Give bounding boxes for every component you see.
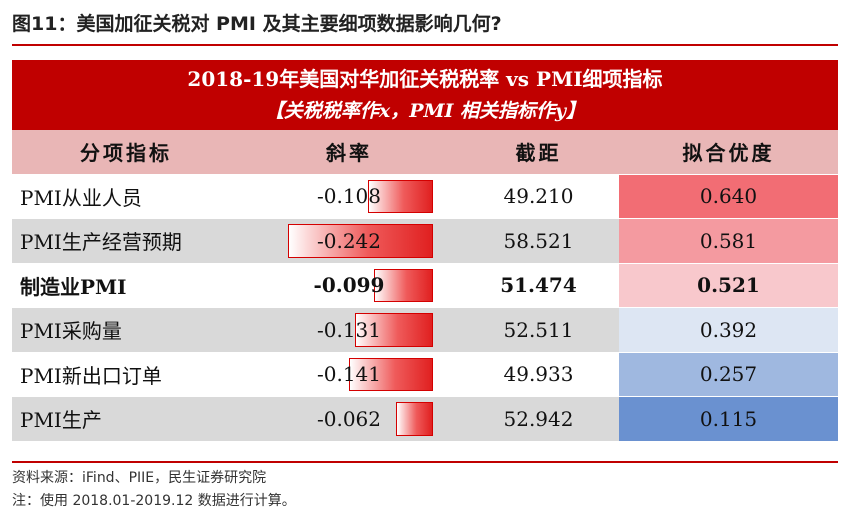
table-header-row: 分项指标 斜率 截距 拟合优度 [12,130,838,175]
row-slope-value: -0.141 [316,362,381,387]
slope-data-bar [348,357,433,391]
row-slope-value: -0.131 [316,317,381,342]
slope-data-bar [354,313,433,347]
row-fit: 0.115 [619,396,838,442]
row-indicator-name: PMI采购量 [12,307,240,353]
banner-title: 2018-19年美国对华加征关税税率 vs PMI细项指标 [187,67,663,91]
row-fit: 0.392 [619,307,838,353]
row-intercept: 52.511 [458,307,619,353]
table-row: PMI从业人员 -0.108 49.210 0.640 [12,174,838,219]
slope-data-bar [288,224,433,258]
footnote: 注：使用 2018.01-2019.12 数据进行计算。 [12,493,296,509]
regression-table: 分项指标 斜率 截距 拟合优度 PMI从业人员 -0.108 49.210 0.640… [12,130,838,442]
slope-data-bar [373,268,433,302]
table-row: PMI生产经营预期 -0.242 58.521 0.581 [12,218,838,264]
table-banner: 2018-19年美国对华加征关税税率 vs PMI细项指标 【关税税率作x，PM… [12,60,838,130]
table-row: PMI生产 -0.062 52.942 0.115 [12,396,838,442]
row-slope-value: -0.108 [316,184,381,209]
row-slope-cell: -0.141 [240,352,458,397]
table-row: PMI新出口订单 -0.141 49.933 0.257 [12,352,838,397]
row-slope-value: -0.062 [316,406,381,431]
table-row: 制造业PMI -0.099 51.474 0.521 [12,263,838,308]
header-indicator: 分项指标 [12,130,240,175]
row-fit: 0.257 [619,352,838,397]
row-intercept: 49.210 [458,174,619,219]
row-slope-cell: -0.242 [240,218,458,264]
row-indicator-name: PMI生产经营预期 [12,218,240,264]
row-slope-cell: -0.062 [240,396,458,442]
table-row: PMI采购量 -0.131 52.511 0.392 [12,307,838,353]
row-fit: 0.581 [619,218,838,264]
header-intercept: 截距 [458,130,619,175]
header-fit: 拟合优度 [619,130,838,175]
figure-title: 图11：美国加征关税对 PMI 及其主要细项数据影响几何? [12,10,838,46]
row-fit: 0.521 [619,263,838,308]
row-fit: 0.640 [619,174,838,219]
row-slope-value: -0.242 [316,228,381,253]
header-slope: 斜率 [240,130,458,175]
row-intercept: 58.521 [458,218,619,264]
row-slope-cell: -0.131 [240,307,458,353]
row-intercept: 52.942 [458,396,619,442]
slope-data-bar [368,179,433,213]
row-indicator-name: PMI新出口订单 [12,352,240,397]
row-indicator-name: PMI生产 [12,396,240,442]
row-slope-cell: -0.108 [240,174,458,219]
row-slope-value: -0.099 [313,273,385,298]
row-intercept: 49.933 [458,352,619,397]
banner-subtitle: 【关税税率作x，PMI 相关指标作y】 [264,100,586,122]
row-indicator-name: PMI从业人员 [12,174,240,219]
row-indicator-name: 制造业PMI [12,263,240,308]
row-intercept: 51.474 [458,263,619,308]
source-note: 资料来源：iFind、PIIE，民生证券研究院 [12,461,838,487]
slope-data-bar [395,402,433,436]
row-slope-cell: -0.099 [240,263,458,308]
